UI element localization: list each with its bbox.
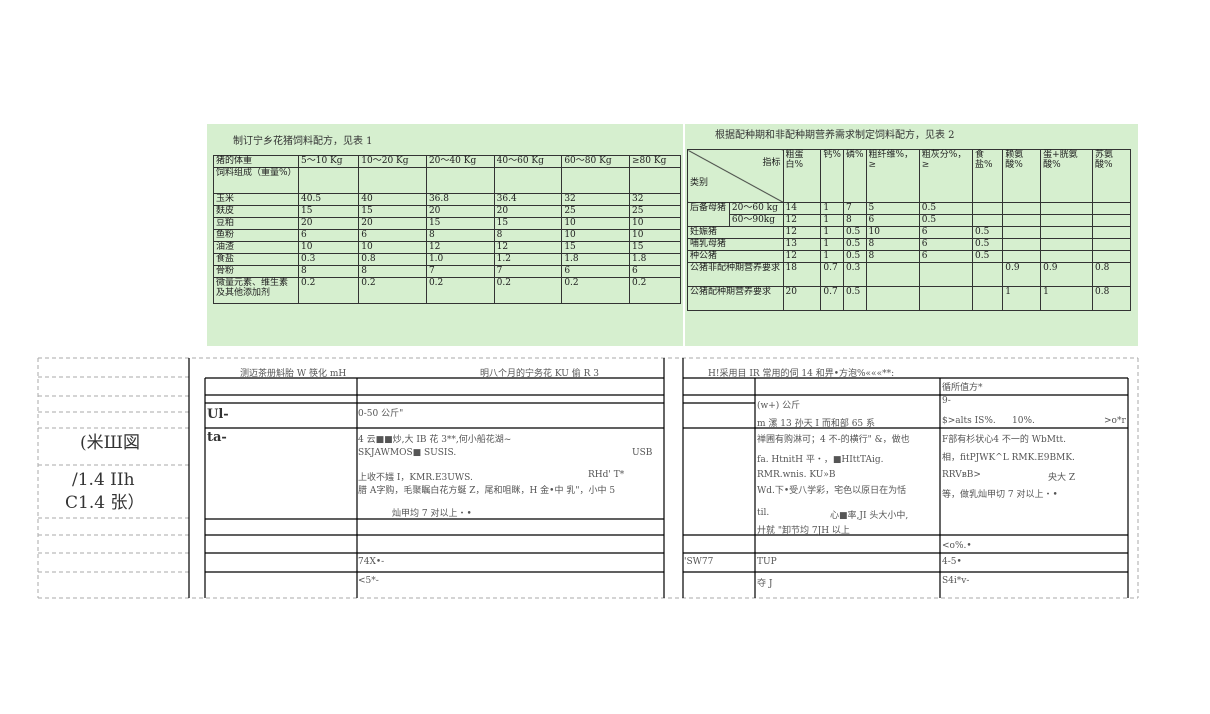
ocr-text: RMR.wnis. KU»B [757,470,836,480]
header-row: 猪的体重 5～10 Kg 10～20 Kg 20～40 Kg 40～60 Kg 60～80… [213,155,681,168]
ocr-text: 灿甲均 7 对以上・• [392,509,472,519]
row-label: 公猪非配种期营养要求 [687,262,784,287]
row: 哺乳母猪 13 1 0.5 8 6 0.5 [687,238,1131,251]
cell: 1 [1040,286,1094,311]
header-cell: 赖氨酸% [1002,149,1042,203]
table-title: 制订宁乡花猪饲料配方，见表 1 [233,136,373,147]
cell: 0.2 [297,277,360,304]
ocr-text: 明八个月的宁务花 KU 偷 R 3 [480,369,599,379]
ocr-text: 上收不媸 I，KMR.E3UWS. [358,473,473,483]
table-title: 根据配种期和非配种期营养需求制定饲料配方，见表 2 [715,130,955,141]
ocr-text: USB [632,448,653,458]
ocr-text: 心■率,JI 头大小中, [830,511,909,521]
cell: 0.9 [1002,262,1042,287]
ocr-text: /1.4 IIh [72,470,135,490]
ocr-text: <o%.• [942,541,972,551]
row-label: 饲料组成（重量%） [213,167,299,194]
cell [972,286,1004,311]
ocr-text: 腊 A字购，毛聚瞩白花方蜒 Z，尾和咀眯，H 金•中 乳"，小中 5 [358,486,616,496]
cell: 0.2 [425,277,495,304]
table: 指标 类别 粗蛋白% 钙% 磷% 粗纤维%，≥ 粗灰分%，≥ 食盐% 赖氨酸% 蛋+胱氨酸% 苏氨酸… [687,149,1131,311]
ocr-text: 0-50 公斤" [358,409,404,419]
ocr-text: >o*r [1104,416,1126,426]
ocr-text: F部有杉状心4 不一的 WbMtt. [942,435,1067,445]
row: 妊娠猪 12 1 0.5 10 6 0.5 [687,226,1131,239]
ocr-text: 夺 J [757,579,773,589]
cell: 0.2 [629,277,681,304]
ocr-text: 9- [942,396,951,406]
header-row: 指标 类别 粗蛋白% 钙% 磷% 粗纤维%，≥ 粗灰分%，≥ 食盐% 赖氨酸% 蛋+胱氨酸% 苏氨酸… [687,149,1131,203]
ocr-text: C1.4 张） [65,493,145,513]
ocr-text: 4 云■■炒,大 IB 花 3**,何小船花湖~ [358,435,512,445]
header-cell: 蛋+胱氨酸% [1040,149,1094,203]
row: 微量元素、维生素及其他添加剂 0.2 0.2 0.2 0.2 0.2 0.2 [213,277,681,304]
ocr-text: 循所值方* [942,383,983,393]
header-cell: 苏氨酸% [1092,149,1131,203]
corner-label: 指标 [762,158,781,168]
ocr-text: Ul- [207,407,229,422]
cell: 1 [1002,286,1042,311]
ocr-text: 测迈茶册斛胎 W 筷化 mH [240,369,347,379]
corner-label: 类别 [690,178,709,188]
cell: 40.5 [297,193,360,206]
row-label: 公猪配种期营养要求 [687,286,784,311]
cell: 0.2 [358,277,427,304]
ocr-text: S4i*v- [942,576,970,586]
table: 猪的体重 5～10 Kg 10～20 Kg 20～40 Kg 40～60 Kg 60～80… [213,155,681,304]
ocr-text: 廾就 "卸节均 7JH 以上 [757,526,850,536]
ocr-text: til. [757,508,770,518]
cell [918,286,974,311]
ocr-text: 央大 Z [1048,473,1076,483]
ocr-text: 10%. [1012,416,1035,426]
cell: 0.8 [1092,286,1131,311]
ocr-text: 相，fitPJWK^L RMK.E9BMK. [942,453,1075,463]
ocr-text: RRVвB> [942,470,981,480]
ocr-text: H!采用目 IR 常用的伺 14 和畀•方泡%«««**: [708,369,895,379]
row: 鱼粉 6 6 8 8 10 10 [213,229,681,242]
row-label: 微量元素、维生素及其他添加剂 [213,277,299,304]
cell: 0.2 [561,277,631,304]
row: 食盐 0.3 0.8 1.0 1.2 1.8 1.8 [213,253,681,266]
row: 种公猪 12 1 0.5 8 6 0.5 [687,250,1131,263]
ocr-text: 74X•- [358,557,385,567]
cell [865,262,920,287]
table-image-1: 制订宁乡花猪饲料配方，见表 1 猪的体重 5～10 Kg 10～20 Kg 20～40… [207,124,683,346]
ocr-text: 禅圃有购淋可；4 不-的横行" &，做也 [757,435,910,445]
header-cell: 粗蛋白% [782,149,822,203]
ocr-text: m 漯 13 孙天 I 而和部 65 系 [757,419,876,429]
cell: 20 [782,286,822,311]
ocr-text: $>alts IS%. [942,416,996,426]
cell: 0.2 [493,277,563,304]
ocr-text: 'SW77 [684,557,714,567]
row: 60～90kg 12 1 8 6 0.5 [688,214,1131,227]
ocr-text: (米Ш図 [80,433,141,453]
ocr-text: TUP [757,557,777,567]
ocr-text: 等，做乳灿甲切 7 对以上・• [942,490,1058,500]
table-image-2: 根据配种期和非配种期营养需求制定饲料配方，见表 2 指标 类别 粗蛋白% 钙% 磷% 粗纤… [685,124,1138,346]
ocr-text: SKJAWMOS■ SUSIS. [358,448,457,458]
ocr-text: <5*- [358,576,379,586]
ocr-text: fa. HtnitH 平・，■HIttTAig. [757,455,884,465]
ocr-text: Wd.下•受八学彩，宅色以原日在为恬 [757,486,907,496]
cell: 0.8 [1092,262,1131,287]
ocr-text: ta- [207,430,227,445]
row: 公猪配种期营养要求 20 0.7 0.5 1 1 0.8 [687,286,1131,311]
ocr-text: RHd' T* [588,470,625,480]
cell: 8 [493,229,563,242]
ocr-text: (w+) 公斤 [757,401,801,411]
ocr-text: 4-5• [942,557,962,567]
row: 豆粕 20 20 15 15 10 10 [213,217,681,230]
